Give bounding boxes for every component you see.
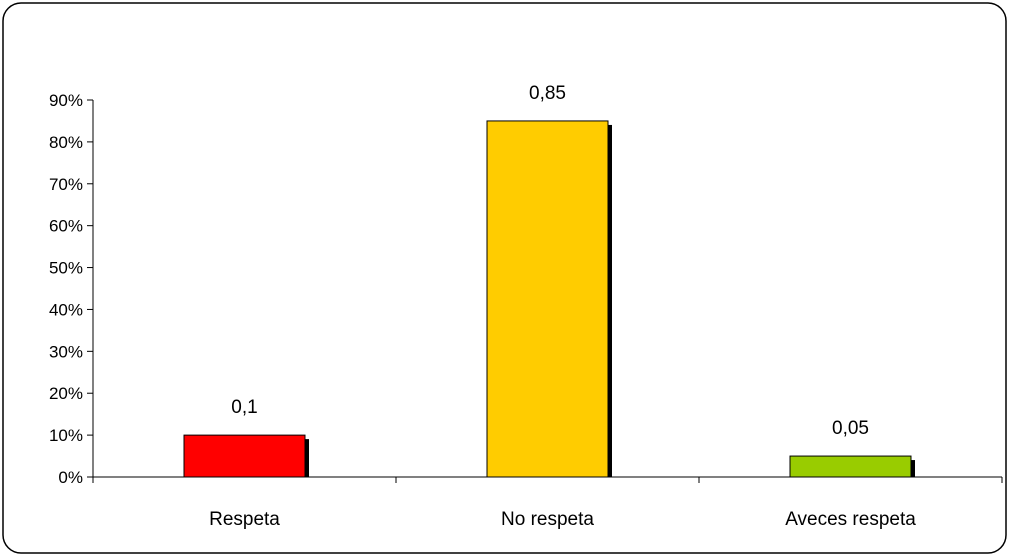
- bar: [486, 120, 609, 478]
- plot-area: 0% 10% 20% 30% 40% 50% 60% 70% 80% 90% 0,1 Respeta 0…: [49, 83, 1003, 530]
- x-category-label: No respeta: [501, 509, 594, 530]
- y-tick-label: 70%: [49, 175, 83, 194]
- y-tick-label: 40%: [49, 300, 83, 319]
- y-tick-label: 90%: [49, 91, 83, 110]
- y-tick-label: 20%: [49, 384, 83, 403]
- y-tick-label: 10%: [49, 426, 83, 445]
- x-category-label: Aveces respeta: [785, 509, 916, 530]
- data-label: 0,85: [529, 83, 566, 104]
- y-tick-label: 60%: [49, 217, 83, 236]
- y-tick-label: 80%: [49, 133, 83, 152]
- data-label: 0,05: [832, 418, 869, 439]
- y-tick-label: 30%: [49, 342, 83, 361]
- bar: [183, 434, 306, 478]
- x-category-label: Respeta: [209, 509, 280, 530]
- y-tick-label: 0%: [58, 468, 83, 487]
- data-label: 0,1: [231, 397, 257, 418]
- bar: [789, 455, 912, 478]
- y-tick-label: 50%: [49, 259, 83, 278]
